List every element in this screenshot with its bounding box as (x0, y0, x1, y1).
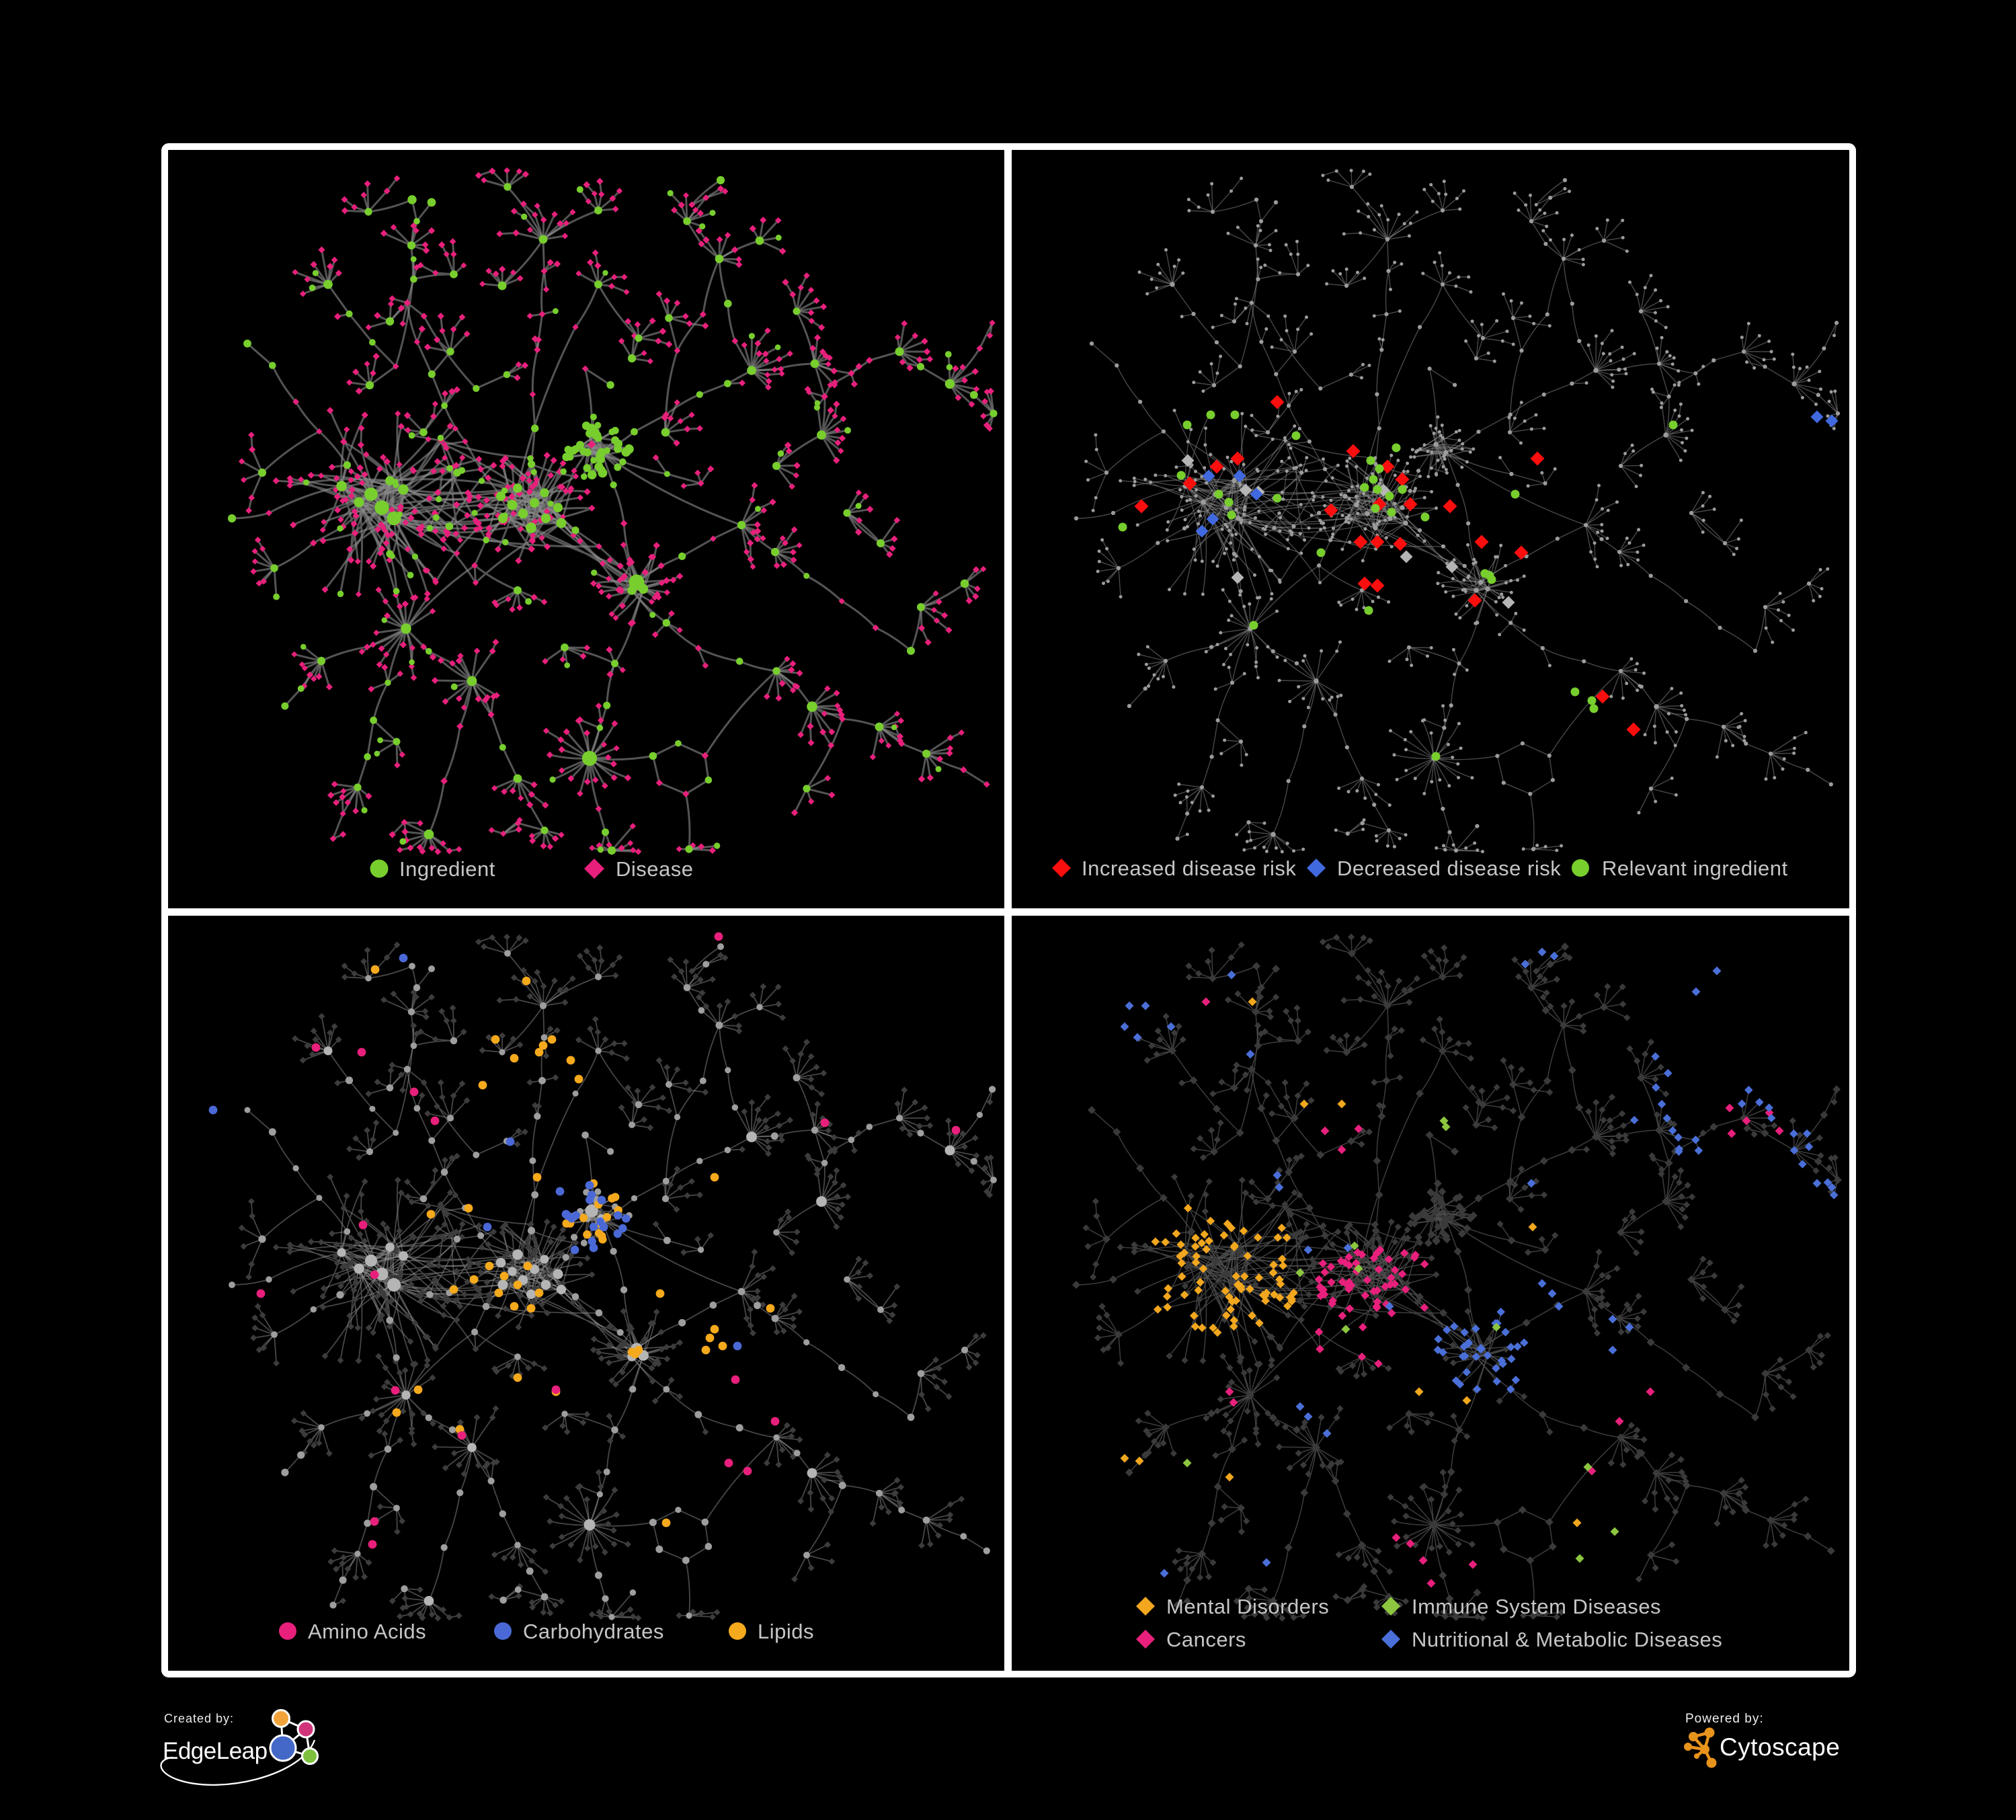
svg-text:Increased disease risk: Increased disease risk (1082, 857, 1296, 880)
svg-text:Mental Disorders: Mental Disorders (1166, 1595, 1329, 1618)
svg-text:Amino Acids: Amino Acids (308, 1620, 426, 1643)
svg-text:Lipids: Lipids (758, 1620, 814, 1643)
svg-text:Decreased disease risk: Decreased disease risk (1337, 857, 1561, 880)
svg-text:Cytoscape: Cytoscape (1720, 1733, 1840, 1761)
svg-text:EdgeLeap: EdgeLeap (163, 1738, 268, 1764)
svg-text:Carbohydrates: Carbohydrates (523, 1620, 664, 1643)
svg-text:Disease: Disease (616, 857, 694, 881)
svg-text:Relevant ingredient: Relevant ingredient (1602, 857, 1788, 880)
svg-text:Ingredient: Ingredient (399, 857, 495, 881)
svg-text:Created by:: Created by: (164, 1712, 234, 1725)
svg-text:Powered by:: Powered by: (1685, 1712, 1764, 1726)
svg-text:Cancers: Cancers (1166, 1628, 1246, 1651)
svg-text:Nutritional & Metabolic Diseas: Nutritional & Metabolic Diseases (1412, 1628, 1722, 1651)
svg-text:Immune System Diseases: Immune System Diseases (1412, 1595, 1661, 1618)
